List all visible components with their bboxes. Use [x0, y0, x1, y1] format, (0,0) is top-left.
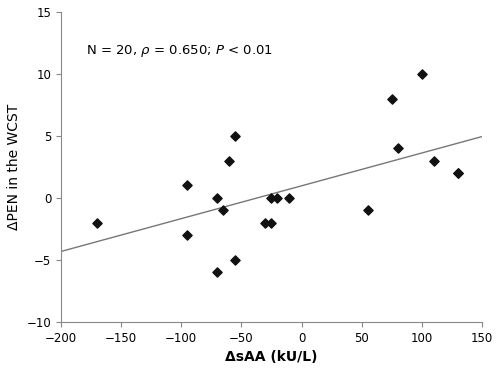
Point [184, 183, 192, 188]
Point [232, 133, 239, 139]
Point [286, 195, 294, 201]
Text: N = 20, $\rho$ = 0.650; $P$ < 0.01: N = 20, $\rho$ = 0.650; $P$ < 0.01 [86, 43, 274, 59]
Point [388, 96, 396, 102]
Point [274, 195, 281, 201]
Point [430, 158, 438, 164]
Point [364, 207, 372, 213]
Point [268, 220, 276, 226]
Point [454, 170, 462, 176]
Point [232, 257, 239, 263]
Point [214, 269, 222, 275]
Point [184, 232, 192, 238]
Point [394, 145, 402, 151]
Point [454, 170, 462, 176]
X-axis label: ΔsAA (kU/L): ΔsAA (kU/L) [225, 350, 318, 364]
Point [93, 220, 101, 226]
Y-axis label: ΔPEN in the WCST: ΔPEN in the WCST [7, 104, 21, 230]
Point [226, 158, 234, 164]
Point [214, 195, 222, 201]
Point [268, 195, 276, 201]
Point [220, 207, 228, 213]
Point [418, 71, 426, 77]
Point [262, 220, 270, 226]
